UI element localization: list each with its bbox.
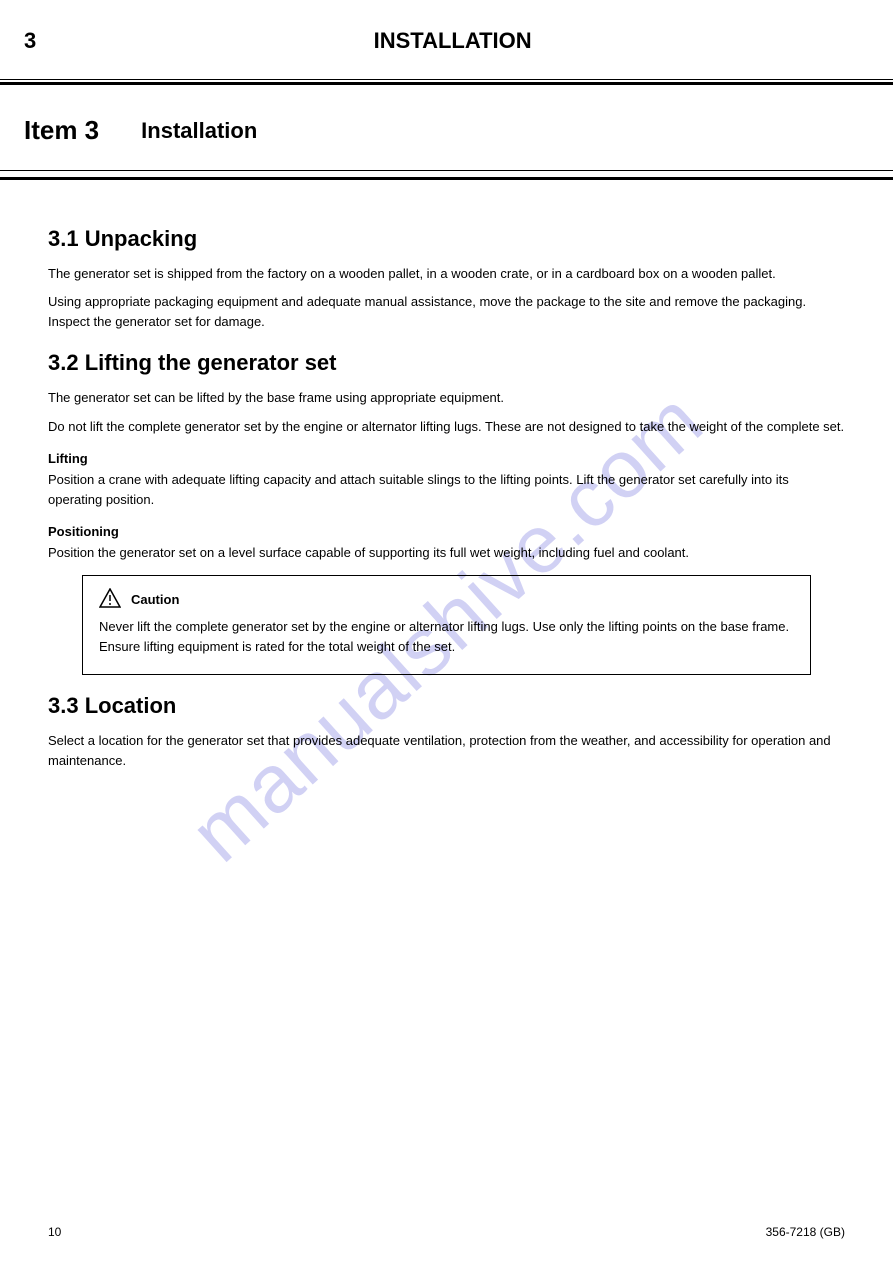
para-lifting-2: Do not lift the complete generator set b… xyxy=(48,417,845,437)
footer-doc-ref: 356-7218 (GB) xyxy=(766,1225,845,1239)
caution-box: Caution Never lift the complete generato… xyxy=(82,575,811,675)
para-unpacking-2: Using appropriate packaging equipment an… xyxy=(48,292,845,332)
header-section-number: 3 xyxy=(24,28,36,54)
heading-location: 3.3 Location xyxy=(48,693,845,719)
caution-text: Never lift the complete generator set by… xyxy=(99,617,794,656)
group-lifting-text: Position a crane with adequate lifting c… xyxy=(48,470,845,510)
group-positioning-title: Positioning xyxy=(48,524,845,539)
banner: Item 3 Installation xyxy=(0,85,893,170)
para-location-1: Select a location for the generator set … xyxy=(48,731,845,771)
body: 3.1 Unpacking The generator set is shipp… xyxy=(0,180,893,771)
banner-title: Installation xyxy=(141,118,257,144)
group-lifting-title: Lifting xyxy=(48,451,845,466)
footer-page-number: 10 xyxy=(48,1225,61,1239)
para-unpacking-1: The generator set is shipped from the fa… xyxy=(48,264,845,284)
banner-item-number: Item 3 xyxy=(24,115,99,146)
content-area: 3 INSTALLATION Item 3 Installation 3.1 U… xyxy=(0,0,893,771)
page-header: 3 INSTALLATION xyxy=(0,0,893,80)
heading-lifting: 3.2 Lifting the generator set xyxy=(48,350,845,376)
page-footer: 10 356-7218 (GB) xyxy=(0,1225,893,1239)
warning-triangle-icon xyxy=(99,588,121,611)
group-positioning-text: Position the generator set on a level su… xyxy=(48,543,845,563)
caution-label: Caution xyxy=(131,592,179,607)
para-lifting-1: The generator set can be lifted by the b… xyxy=(48,388,845,408)
header-title: INSTALLATION xyxy=(36,28,869,54)
caution-title: Caution xyxy=(99,588,794,611)
heading-unpacking: 3.1 Unpacking xyxy=(48,226,845,252)
banner-rule-thin xyxy=(0,170,893,171)
